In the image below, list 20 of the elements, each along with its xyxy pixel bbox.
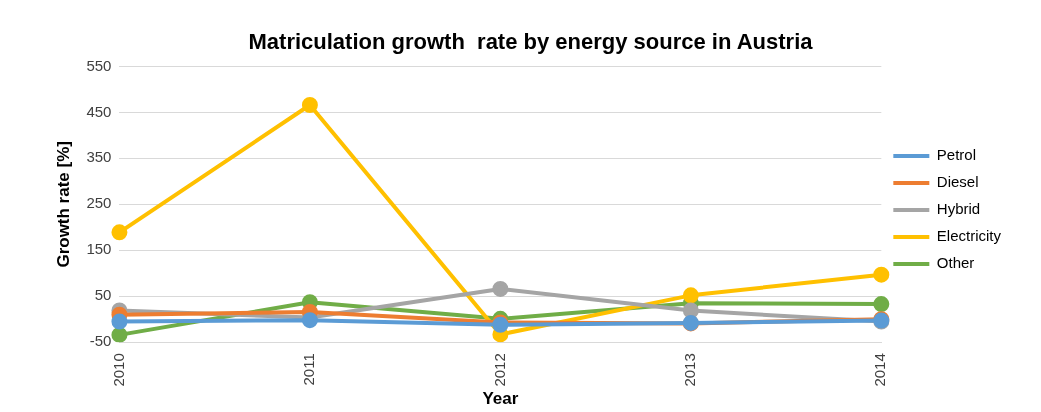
y-tick-label: 450 [86,102,112,120]
y-tick-label: 250 [86,194,112,212]
x-tick-label: 2010 [109,353,127,387]
x-tick-label: 2014 [871,353,889,387]
legend-label: Petrol [936,146,977,164]
y-axis-title: Growth rate [%] [53,141,73,268]
legend-label: Diesel [936,173,979,191]
y-tick-label: 550 [86,56,112,74]
y-tick-label: -50 [89,332,112,350]
x-tick-label: 2012 [490,353,508,387]
legend-label: Electricity [936,227,1002,245]
y-tick-label: 50 [94,286,112,304]
legend-label: Hybrid [936,200,981,218]
x-tick-label: 2011 [300,353,318,386]
chart-title: Matriculation growth rate by energy source in Austria [248,29,814,55]
legend-label: Other [936,254,975,272]
x-tick-label: 2013 [680,353,698,387]
x-axis-title: Year [482,389,519,409]
y-tick-label: 150 [86,240,112,258]
y-tick-label: 350 [86,148,112,166]
